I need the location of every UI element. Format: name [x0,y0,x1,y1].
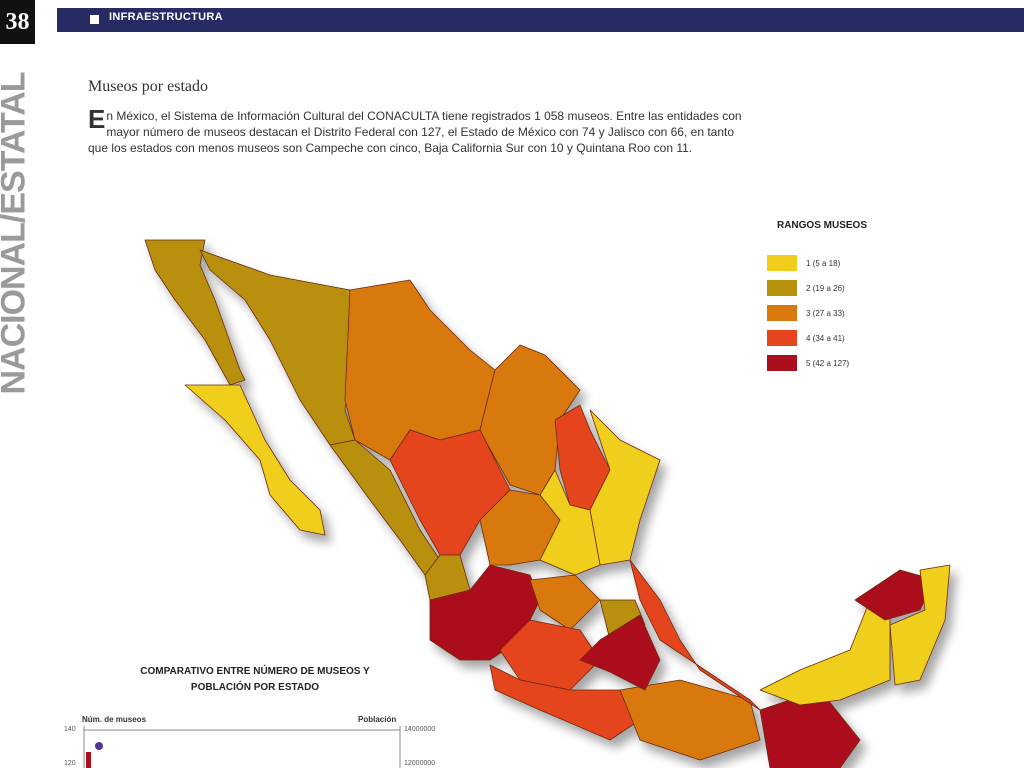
legend-swatch [767,330,797,346]
legend-label: 2 (19 a 26) [806,283,845,293]
page-number: 38 [0,0,35,44]
state [889,564,951,686]
legend-item: 1 (5 a 18) [767,255,840,271]
legend-item: 3 (27 a 33) [767,305,845,321]
legend-label: 5 (42 a 127) [806,358,850,368]
right-axis-label: Población [358,715,397,724]
header-square [90,15,99,24]
state [529,574,601,631]
state [629,559,761,711]
legend-item: 5 (42 a 127) [767,355,849,371]
legend-item: 4 (34 a 41) [767,330,845,346]
section-title: INFRAESTRUCTURA [109,11,223,23]
legend-swatch [767,305,797,321]
article-title: Museos por estado [88,78,208,95]
state [184,384,326,536]
legend-label: 3 (27 a 33) [806,308,845,318]
state [599,599,646,641]
state [619,679,761,761]
legend-swatch [767,280,797,296]
right-tick: 14000000 [404,726,436,733]
left-tick: 120 [64,760,76,767]
legend-swatch [767,255,797,271]
state [144,239,246,386]
legend-title: RANGOS MUSEOS [776,220,867,231]
comparison-title: COMPARATIVO ENTRE NÚMERO DE MUSEOS Y POB… [140,666,370,693]
article-body: En México, el Sistema de Información Cul… [88,104,742,155]
left-axis-label: Núm. de museos [82,715,147,724]
point [95,742,103,750]
header-bar [57,8,1024,32]
state [759,599,891,706]
legend-label: 4 (34 a 41) [806,333,845,343]
left-tick: 140 [64,726,76,733]
legend-item: 2 (19 a 26) [767,280,845,296]
right-tick: 12000000 [404,760,436,767]
bar [86,752,91,768]
state [539,469,601,576]
state [579,614,661,691]
legend-swatch [767,355,797,371]
legend-label: 1 (5 a 18) [806,258,841,268]
